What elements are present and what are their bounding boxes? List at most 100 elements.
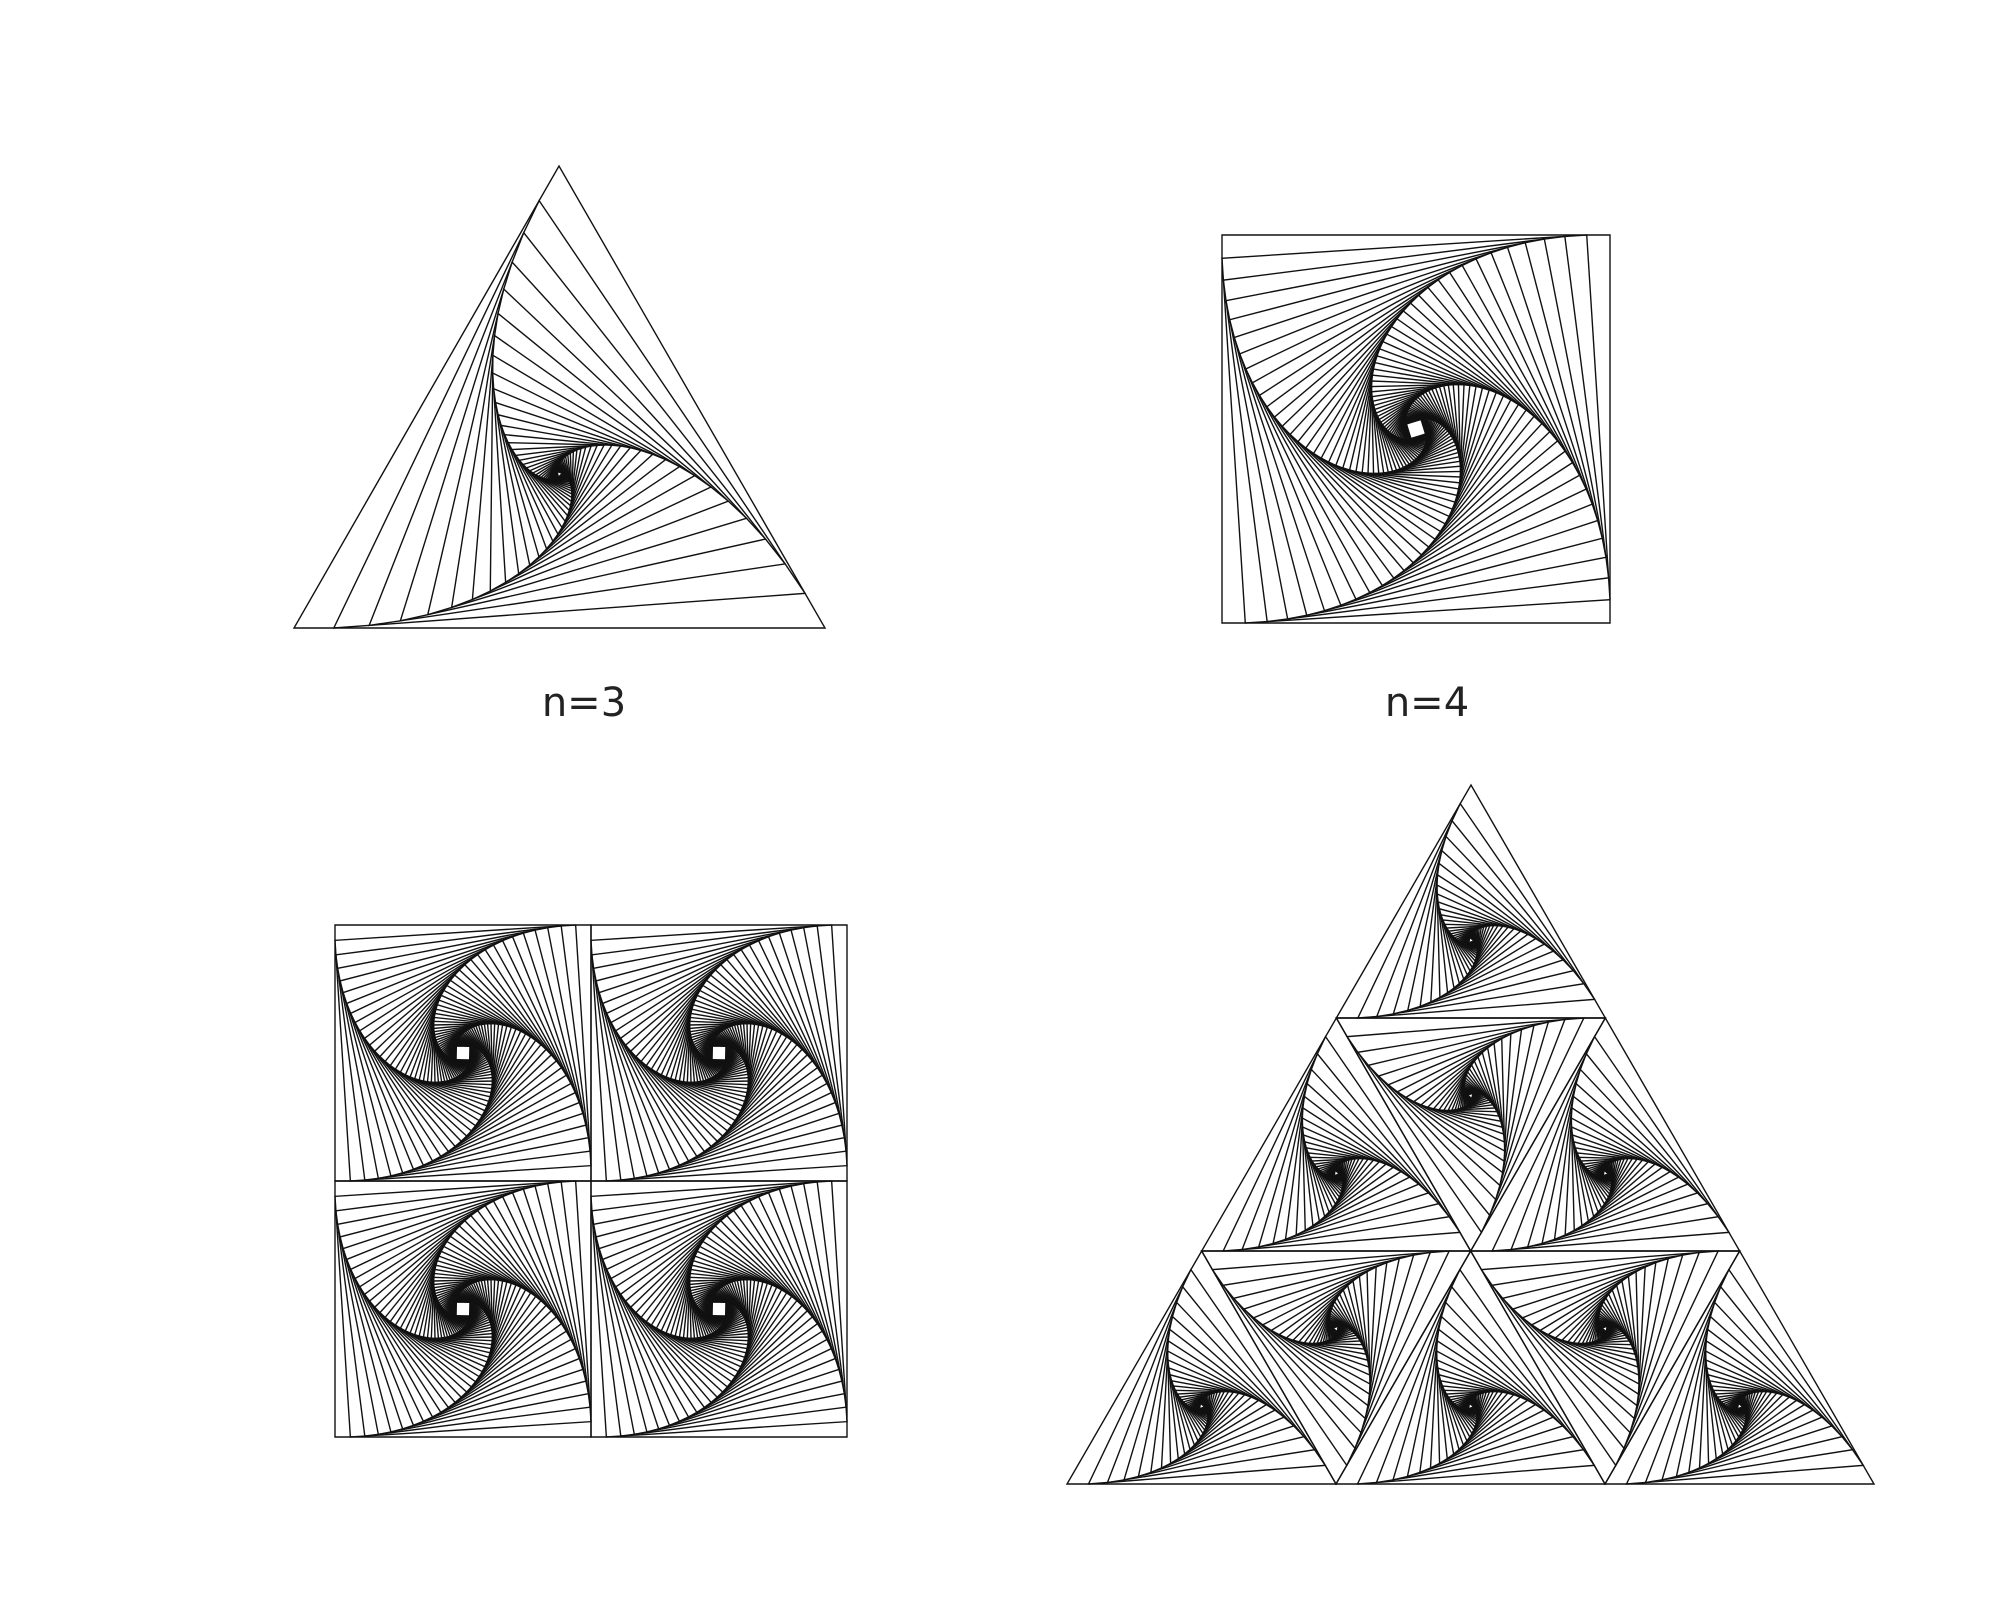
whirl-outline bbox=[1541, 1082, 1699, 1245]
whirl-outline bbox=[682, 1016, 756, 1090]
whirl-outline bbox=[363, 1209, 563, 1409]
whirl-outline bbox=[345, 1191, 581, 1427]
whirl-outline bbox=[389, 979, 537, 1127]
whirl-outline bbox=[1716, 1390, 1760, 1432]
whirl-outline bbox=[1170, 1379, 1241, 1447]
whirl-outline bbox=[1225, 238, 1607, 620]
whirl-outline bbox=[598, 932, 840, 1174]
whirl-outline bbox=[491, 371, 682, 584]
whirl-outline bbox=[1301, 1116, 1403, 1232]
whirl-outline bbox=[1432, 1055, 1502, 1123]
whirl-outline bbox=[1491, 1035, 1731, 1252]
whirl-outline bbox=[1596, 1314, 1621, 1342]
whirl-outline bbox=[1661, 1301, 1844, 1481]
whirl-outline bbox=[335, 1181, 591, 1437]
whirl-outline bbox=[1406, 849, 1565, 1012]
whirl-outline bbox=[433, 1279, 493, 1339]
whirl-outline bbox=[1593, 1312, 1623, 1343]
whirl-outline bbox=[1437, 900, 1522, 990]
whirl-outline bbox=[1554, 1279, 1639, 1369]
whirl-outline bbox=[634, 1224, 804, 1394]
whirl-outline bbox=[682, 1272, 756, 1346]
whirl-outline bbox=[332, 199, 807, 629]
whirl-outline bbox=[591, 925, 847, 1181]
whirl-outline bbox=[710, 1044, 728, 1062]
whirl-outline bbox=[514, 444, 599, 523]
whirl-outline bbox=[1572, 1292, 1635, 1350]
whirl-outline bbox=[1456, 1394, 1478, 1419]
whirl-outline bbox=[434, 1280, 492, 1338]
whirl-outline bbox=[1238, 251, 1594, 607]
whirl-outline bbox=[1166, 1349, 1268, 1465]
whirl-outline bbox=[1571, 1133, 1657, 1223]
whirl-outline bbox=[1437, 1059, 1501, 1117]
whirl-outline bbox=[1312, 1157, 1357, 1199]
whirl-outline bbox=[1600, 1325, 1609, 1334]
whirl-outline bbox=[1511, 1257, 1670, 1420]
whirl-outline bbox=[1588, 1306, 1627, 1344]
whirl-outline bbox=[544, 458, 572, 485]
whirl-outline bbox=[1277, 1275, 1371, 1377]
whirl-outline bbox=[689, 1279, 749, 1339]
whirl-outline bbox=[358, 1204, 568, 1414]
whirl-outline bbox=[1295, 1106, 1411, 1237]
whirl-outline bbox=[645, 979, 793, 1127]
whirl-outline bbox=[1436, 883, 1538, 999]
whirl-outline bbox=[690, 1280, 748, 1338]
whirl-outline bbox=[1251, 264, 1581, 594]
whirl-outline bbox=[1172, 1385, 1235, 1443]
whirl-outline bbox=[1644, 1285, 1854, 1484]
whirl-outline bbox=[358, 948, 568, 1158]
whirl-outline bbox=[1461, 1081, 1487, 1109]
whirl-outline bbox=[404, 1250, 522, 1368]
whirl-outline bbox=[1736, 1401, 1745, 1410]
whirl-outline bbox=[1383, 396, 1449, 462]
whirl-outline bbox=[1355, 368, 1477, 490]
whirl-outline bbox=[614, 1204, 824, 1414]
whirl-outline bbox=[1376, 389, 1456, 469]
whirl-outline bbox=[537, 453, 573, 493]
whirl-outline bbox=[1222, 235, 1610, 623]
whirl-outline bbox=[1720, 1391, 1754, 1426]
whirl-outline bbox=[1438, 1373, 1516, 1451]
whirl-outline bbox=[1456, 1076, 1491, 1111]
whirl-outline bbox=[399, 260, 767, 622]
caption: n=3 bbox=[542, 680, 626, 726]
whirl-outline bbox=[690, 1024, 748, 1082]
whirl-outline bbox=[534, 451, 573, 496]
whirl-outline bbox=[336, 926, 590, 1180]
whirl-outline bbox=[1441, 919, 1504, 977]
whirl-outline bbox=[1303, 1140, 1381, 1218]
whirl-outline bbox=[1273, 286, 1559, 572]
whirl-outline bbox=[1451, 925, 1485, 960]
whirl-outline bbox=[1445, 1390, 1495, 1435]
whirl-outline bbox=[1467, 1401, 1476, 1410]
whirl-outline bbox=[409, 1255, 517, 1363]
whirl-outline bbox=[650, 1240, 788, 1378]
whirl-outline bbox=[432, 1278, 494, 1340]
whirl-outline bbox=[1242, 1257, 1401, 1420]
whirl-outline bbox=[1436, 892, 1530, 994]
whirl-outline bbox=[710, 1300, 728, 1318]
whirl-outline bbox=[1378, 391, 1454, 467]
whirl-outline bbox=[1454, 1073, 1493, 1111]
whirl-outline bbox=[1160, 1339, 1277, 1470]
whirl-outline bbox=[1443, 1389, 1499, 1439]
whirl-outline bbox=[433, 1279, 493, 1339]
whirl-outline bbox=[422, 1268, 504, 1350]
whirl-outline bbox=[1725, 1394, 1747, 1419]
whirl-outline bbox=[1312, 1300, 1362, 1345]
whirl-outline bbox=[1587, 1159, 1617, 1190]
whirl-outline bbox=[1560, 1284, 1638, 1362]
whirl-outline bbox=[418, 1264, 508, 1354]
whirl-outline bbox=[1375, 1285, 1585, 1484]
whirl-outline bbox=[1180, 1391, 1219, 1429]
whirl-outline bbox=[1327, 1314, 1352, 1342]
whirl-outline bbox=[1456, 928, 1479, 953]
whirl-outline bbox=[1185, 1393, 1211, 1421]
whirl-outline bbox=[1581, 1157, 1626, 1199]
whirl-outline bbox=[1467, 935, 1476, 944]
whirl-outline bbox=[1412, 1042, 1506, 1144]
whirl-outline bbox=[1705, 1358, 1798, 1460]
whirl-outline bbox=[1392, 1301, 1575, 1481]
